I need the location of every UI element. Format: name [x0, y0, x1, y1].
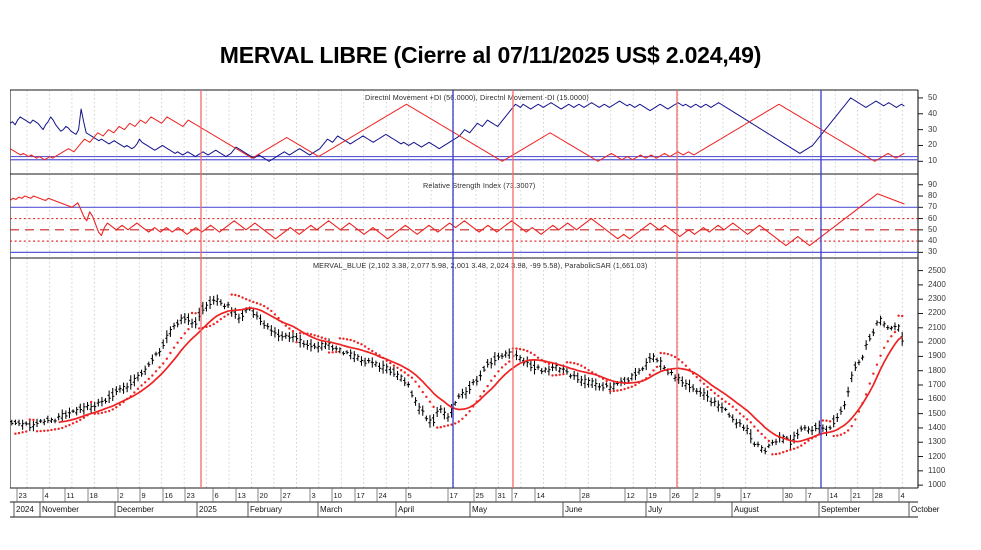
x-axis-day-label: 30	[784, 491, 793, 500]
rsi-tick-label: 30	[928, 247, 937, 257]
price-tick-label: 1000	[928, 480, 946, 490]
x-axis-day-label: 6	[214, 491, 219, 500]
x-axis-day-label: 9	[716, 491, 721, 500]
x-axis-day-label: 7	[513, 491, 518, 500]
x-axis-day-label: 7	[807, 491, 812, 500]
page-title: MERVAL LIBRE (Cierre al 07/11/2025 US$ 2…	[219, 42, 762, 68]
rsi-tick-label: 40	[928, 236, 937, 246]
x-axis-day-label: 18	[89, 491, 98, 500]
dmi-tick-label: 20	[928, 140, 937, 150]
dmi-tick-label: 40	[928, 108, 937, 118]
x-axis-day-label: 25	[475, 491, 484, 500]
price-tick-label: 1200	[928, 451, 946, 461]
x-axis-day-label: 19	[648, 491, 657, 500]
price-panel-caption: MERVAL_BLUE (2,102 3.38, 2,077 5.98, 2,0…	[313, 261, 648, 270]
price-tick-label: 1300	[928, 437, 946, 447]
chart-plot-area: Directnl Movement +DI (56.0000), Directn…	[10, 88, 971, 524]
price-tick-label: 2500	[928, 265, 946, 275]
x-axis-month-label: February	[250, 505, 283, 514]
dmi-panel-caption: Directnl Movement +DI (56.0000), Directn…	[365, 93, 589, 102]
price-tick-label: 1700	[928, 380, 946, 389]
x-axis-month-label: December	[117, 505, 154, 514]
x-axis-day-label: 4	[44, 491, 49, 500]
x-axis-month-label: 2025	[199, 505, 217, 514]
x-axis-day-label: 23	[186, 491, 195, 500]
x-axis-day-label: 2	[119, 491, 124, 500]
price-tick-label: 2400	[928, 279, 946, 289]
rsi-tick-label: 60	[928, 213, 937, 223]
x-axis-day-label: 9	[141, 491, 146, 500]
x-axis-day-label: 14	[536, 491, 545, 500]
x-axis-day-label: 24	[378, 491, 387, 500]
rsi-panel-caption: Relative Strength Index (73.3007)	[423, 181, 536, 190]
rsi-tick-label: 70	[928, 202, 937, 212]
x-axis-day-label: 17	[449, 491, 458, 500]
x-axis-month-label: June	[565, 505, 583, 514]
dmi-tick-label: 30	[928, 124, 937, 134]
rsi-tick-label: 90	[928, 179, 937, 189]
chart-canvas	[10, 89, 923, 518]
price-tick-label: 1600	[928, 394, 946, 404]
dmi-tick-label: 10	[928, 156, 937, 166]
x-axis-day-label: 20	[259, 491, 268, 500]
x-axis-day-label: 4	[900, 491, 905, 500]
x-axis-month-label: April	[398, 505, 415, 514]
x-axis-day-label: 14	[829, 491, 838, 500]
price-tick-label: 2000	[928, 337, 946, 347]
price-tick-label: 1500	[928, 408, 946, 418]
price-tick-label: 1900	[928, 351, 946, 361]
x-axis-month-label: May	[472, 505, 488, 514]
x-axis-day-label: 5	[407, 491, 412, 500]
x-axis-day-label: 31	[497, 491, 506, 500]
price-tick-label: 1800	[928, 365, 946, 375]
dmi-tick-label: 50	[928, 92, 937, 102]
x-axis-day-label: 27	[282, 491, 291, 500]
x-axis-day-label: 28	[874, 491, 883, 500]
x-axis-day-label: 2	[694, 491, 699, 500]
x-axis-day-label: 17	[356, 491, 365, 500]
x-axis-day-label: 26	[671, 491, 680, 500]
x-axis-day-label: 28	[581, 491, 590, 500]
price-tick-label: 2300	[928, 294, 946, 304]
x-axis-month-label: September	[821, 505, 861, 514]
x-axis-month-label: August	[734, 505, 759, 514]
rsi-tick-label: 80	[928, 191, 937, 201]
price-tick-label: 1400	[928, 422, 946, 432]
price-tick-label: 1100	[928, 465, 946, 475]
x-axis-month-label: October	[911, 505, 940, 514]
x-axis-day-label: 23	[18, 491, 27, 500]
rsi-tick-label: 50	[928, 224, 937, 234]
price-tick-label: 2100	[928, 322, 946, 332]
x-axis-month-label: November	[42, 505, 79, 514]
x-axis-day-label: 21	[852, 491, 861, 500]
x-axis-day-label: 10	[333, 491, 342, 500]
x-axis-day-label: 17	[742, 491, 751, 500]
x-axis-day-label: 12	[626, 491, 635, 500]
x-axis-day-label: 16	[164, 491, 173, 500]
price-tick-label: 2200	[928, 308, 946, 318]
x-axis-month-label: 2024	[16, 505, 34, 514]
x-axis-day-label: 13	[237, 491, 246, 500]
x-axis-month-label: July	[648, 505, 663, 514]
x-axis-month-label: March	[320, 505, 343, 514]
x-axis-day-label: 11	[66, 491, 75, 500]
x-axis-day-label: 3	[311, 491, 316, 500]
